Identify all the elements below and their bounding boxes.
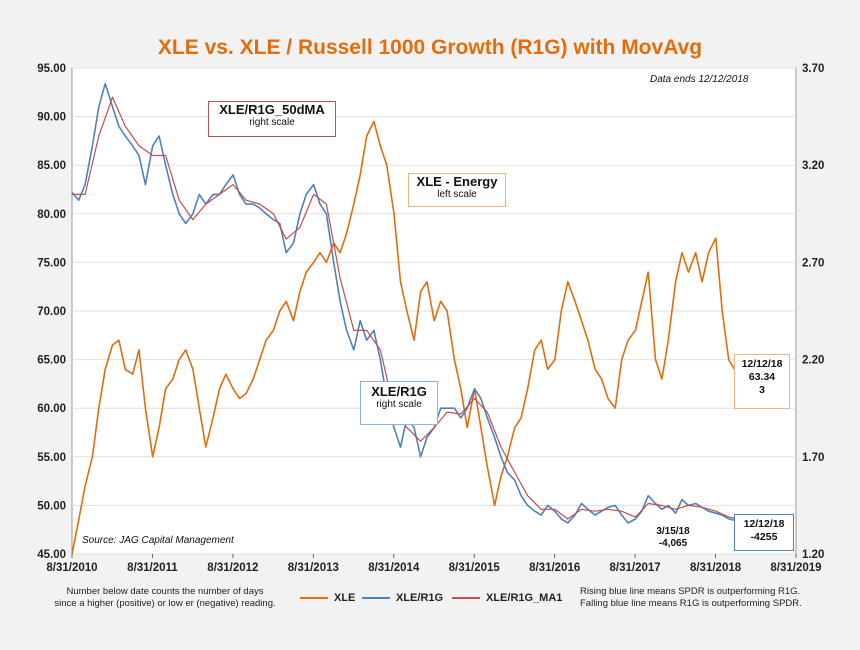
xle-end-count: 3	[759, 384, 765, 396]
low-callout-value: -4,065	[658, 538, 688, 549]
left-tick-label: 50.00	[37, 500, 66, 512]
left-footnote: Number below date counts the number of d…	[40, 586, 290, 610]
legend-item-ma: XLE/R1G_MA1	[452, 592, 562, 604]
left-tick-label: 95.00	[37, 63, 66, 75]
legend-item-xle: XLE	[300, 592, 355, 604]
energy-annotation-main: XLE - Energy	[416, 174, 498, 189]
left-footnote-line1: Number below date counts the number of d…	[66, 586, 264, 597]
low-callout: 3/15/18 -4,065	[648, 526, 698, 550]
source-note: Source: JAG Capital Management	[82, 535, 234, 546]
x-tick-label: 8/31/2019	[770, 562, 821, 574]
gridlines	[72, 67, 796, 555]
left-tick-label: 75.00	[37, 257, 66, 269]
right-footnote: Rising blue line means SPDR is outperfor…	[580, 586, 830, 610]
x-tick-label: 8/31/2012	[207, 562, 258, 574]
low-callout-date: 3/15/18	[656, 526, 690, 537]
right-tick-label: 1.70	[802, 452, 824, 464]
series-lines	[71, 82, 739, 555]
legend-swatch-ma	[452, 597, 480, 599]
ma-annotation-box: XLE/R1G_50dMA right scale	[208, 101, 336, 137]
right-tick-label: 2.20	[802, 355, 824, 367]
right-tick-label: 1.20	[802, 549, 824, 561]
x-tick-label: 8/31/2016	[529, 562, 580, 574]
series-line-xle-r1g	[71, 82, 739, 524]
right-axis: 1.20 1.70 2.20 2.70 3.20 3.70	[802, 63, 824, 561]
left-tick-label: 85.00	[37, 160, 66, 172]
left-tick-label: 45.00	[37, 549, 66, 561]
right-tick-label: 3.70	[802, 63, 824, 75]
right-tick-label: 2.70	[802, 257, 824, 269]
x-tick-label: 8/31/2014	[368, 562, 420, 574]
chart-title: XLE vs. XLE / Russell 1000 Growth (R1G) …	[158, 36, 702, 59]
xle-end-box: 12/12/18 63.34 3	[734, 354, 790, 409]
ma-annotation-sub: right scale	[249, 117, 295, 128]
x-tick-label: 8/31/2011	[127, 562, 178, 574]
x-tick-label: 8/31/2010	[46, 562, 97, 574]
right-footnote-line1: Rising blue line means SPDR is outperfor…	[580, 586, 801, 597]
series-line-xle-r1g-ma1	[72, 96, 739, 520]
left-tick-label: 70.00	[37, 306, 66, 318]
legend-label-ratio: XLE/R1G	[396, 592, 444, 604]
ratio-end-date: 12/12/18	[743, 518, 785, 530]
ratio-annotation-box: XLE/R1G right scale	[360, 381, 438, 425]
legend-swatch-ratio	[362, 597, 390, 599]
x-tick-label: 8/31/2017	[610, 562, 661, 574]
right-footnote-line2: Falling blue line means R1G is outperfor…	[580, 598, 802, 609]
left-tick-label: 80.00	[37, 209, 66, 221]
series-line-xle	[71, 120, 739, 555]
x-tick-label: 8/31/2013	[288, 562, 339, 574]
x-tick-label: 8/31/2015	[449, 562, 501, 574]
left-tick-label: 90.00	[37, 112, 66, 124]
legend-item-ratio: XLE/R1G	[362, 592, 443, 604]
ratio-annotation-main: XLE/R1G	[371, 384, 427, 399]
ma-annotation-main: XLE/R1G_50dMA	[219, 102, 325, 117]
left-footnote-line2: since a higher (positive) or low er (neg…	[54, 598, 276, 609]
energy-annotation-box: XLE - Energy left scale	[408, 173, 506, 207]
ratio-end-box: 12/12/18 -4255	[734, 514, 794, 551]
energy-annotation-sub: left scale	[437, 189, 477, 200]
legend-label-xle: XLE	[334, 592, 356, 604]
left-tick-label: 65.00	[37, 355, 66, 367]
left-tick-label: 60.00	[37, 403, 66, 415]
x-axis: 8/31/2010 8/31/2011 8/31/2012 8/31/2013 8/31…	[46, 554, 822, 574]
left-axis: 45.00 50.00 55.00 60.00 65.00 70.00 75.00 80.00…	[37, 63, 66, 561]
xle-end-value: 63.34	[748, 371, 776, 383]
xle-end-date: 12/12/18	[741, 358, 783, 370]
data-ends-note: Data ends 12/12/2018	[650, 74, 749, 85]
legend-swatch-xle	[300, 597, 328, 599]
x-tick-label: 8/31/2018	[690, 562, 742, 574]
left-tick-label: 55.00	[37, 452, 66, 464]
ratio-end-value: -4255	[750, 531, 778, 543]
right-tick-label: 3.20	[802, 160, 824, 172]
legend-label-ma: XLE/R1G_MA1	[486, 592, 563, 604]
ratio-annotation-sub: right scale	[376, 399, 422, 410]
